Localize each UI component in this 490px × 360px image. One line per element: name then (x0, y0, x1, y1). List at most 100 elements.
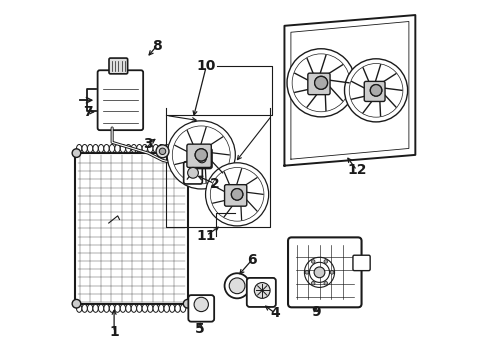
Ellipse shape (164, 305, 170, 312)
Circle shape (194, 297, 208, 312)
Ellipse shape (180, 305, 186, 312)
Ellipse shape (93, 305, 98, 312)
Ellipse shape (98, 305, 104, 312)
Circle shape (330, 271, 334, 274)
Ellipse shape (87, 144, 93, 152)
Ellipse shape (159, 144, 164, 152)
Text: 1: 1 (109, 325, 119, 339)
Circle shape (324, 282, 327, 285)
Text: 3: 3 (144, 137, 153, 151)
Circle shape (205, 163, 269, 226)
Ellipse shape (142, 305, 147, 312)
FancyBboxPatch shape (98, 70, 143, 130)
Circle shape (254, 283, 270, 298)
Circle shape (72, 300, 81, 308)
Ellipse shape (82, 305, 87, 312)
Circle shape (315, 76, 327, 89)
Text: 8: 8 (152, 39, 162, 53)
Text: 6: 6 (247, 253, 257, 267)
Ellipse shape (180, 144, 186, 152)
Circle shape (370, 85, 382, 96)
Circle shape (305, 271, 309, 274)
Ellipse shape (159, 305, 164, 312)
Ellipse shape (126, 144, 131, 152)
FancyBboxPatch shape (187, 144, 211, 167)
Text: 4: 4 (270, 306, 280, 320)
Polygon shape (285, 15, 416, 166)
Circle shape (231, 189, 243, 200)
Ellipse shape (147, 305, 153, 312)
Ellipse shape (104, 305, 109, 312)
FancyBboxPatch shape (192, 148, 212, 168)
Circle shape (195, 149, 207, 161)
Circle shape (314, 267, 325, 278)
Ellipse shape (142, 144, 147, 152)
FancyBboxPatch shape (288, 237, 362, 307)
Ellipse shape (120, 144, 125, 152)
Ellipse shape (109, 144, 115, 152)
Ellipse shape (76, 144, 82, 152)
Text: 5: 5 (196, 322, 205, 336)
Circle shape (315, 76, 327, 89)
Circle shape (370, 85, 382, 96)
Circle shape (198, 152, 204, 158)
FancyBboxPatch shape (364, 81, 385, 102)
Text: 7: 7 (83, 105, 93, 119)
Ellipse shape (170, 305, 175, 312)
Circle shape (234, 192, 240, 197)
Ellipse shape (164, 144, 170, 152)
Ellipse shape (115, 144, 120, 152)
Ellipse shape (104, 144, 109, 152)
Ellipse shape (175, 305, 180, 312)
Ellipse shape (153, 144, 158, 152)
FancyBboxPatch shape (247, 278, 276, 307)
Circle shape (287, 49, 355, 117)
Circle shape (159, 148, 166, 154)
Text: 9: 9 (311, 305, 321, 319)
Ellipse shape (98, 144, 104, 152)
FancyBboxPatch shape (224, 185, 247, 206)
FancyBboxPatch shape (353, 255, 370, 271)
Circle shape (312, 260, 315, 263)
Ellipse shape (131, 144, 137, 152)
Bar (74, 153, 188, 304)
Ellipse shape (137, 144, 142, 152)
FancyBboxPatch shape (109, 58, 127, 74)
Ellipse shape (175, 144, 180, 152)
Circle shape (183, 300, 192, 308)
Text: 2: 2 (210, 177, 220, 190)
Ellipse shape (87, 305, 93, 312)
FancyBboxPatch shape (184, 162, 202, 184)
Text: 11: 11 (196, 229, 216, 243)
Circle shape (156, 145, 169, 158)
FancyBboxPatch shape (308, 73, 330, 95)
Circle shape (344, 59, 408, 122)
Ellipse shape (126, 305, 131, 312)
FancyBboxPatch shape (188, 295, 214, 321)
Text: 10: 10 (196, 59, 216, 73)
Ellipse shape (76, 305, 82, 312)
Circle shape (231, 189, 243, 200)
Circle shape (72, 149, 81, 157)
Circle shape (324, 260, 327, 263)
Ellipse shape (170, 144, 175, 152)
Ellipse shape (120, 305, 125, 312)
Ellipse shape (93, 144, 98, 152)
Ellipse shape (147, 144, 153, 152)
Circle shape (318, 80, 324, 86)
Circle shape (167, 121, 235, 189)
Ellipse shape (131, 305, 137, 312)
Circle shape (312, 282, 315, 285)
Ellipse shape (115, 305, 120, 312)
Ellipse shape (109, 305, 115, 312)
Ellipse shape (153, 305, 158, 312)
Circle shape (373, 87, 379, 93)
Circle shape (188, 167, 198, 178)
Circle shape (229, 278, 245, 294)
Circle shape (195, 149, 207, 161)
Circle shape (183, 149, 192, 157)
Ellipse shape (137, 305, 142, 312)
Circle shape (197, 154, 206, 163)
Circle shape (224, 273, 250, 298)
Text: 12: 12 (347, 163, 367, 177)
